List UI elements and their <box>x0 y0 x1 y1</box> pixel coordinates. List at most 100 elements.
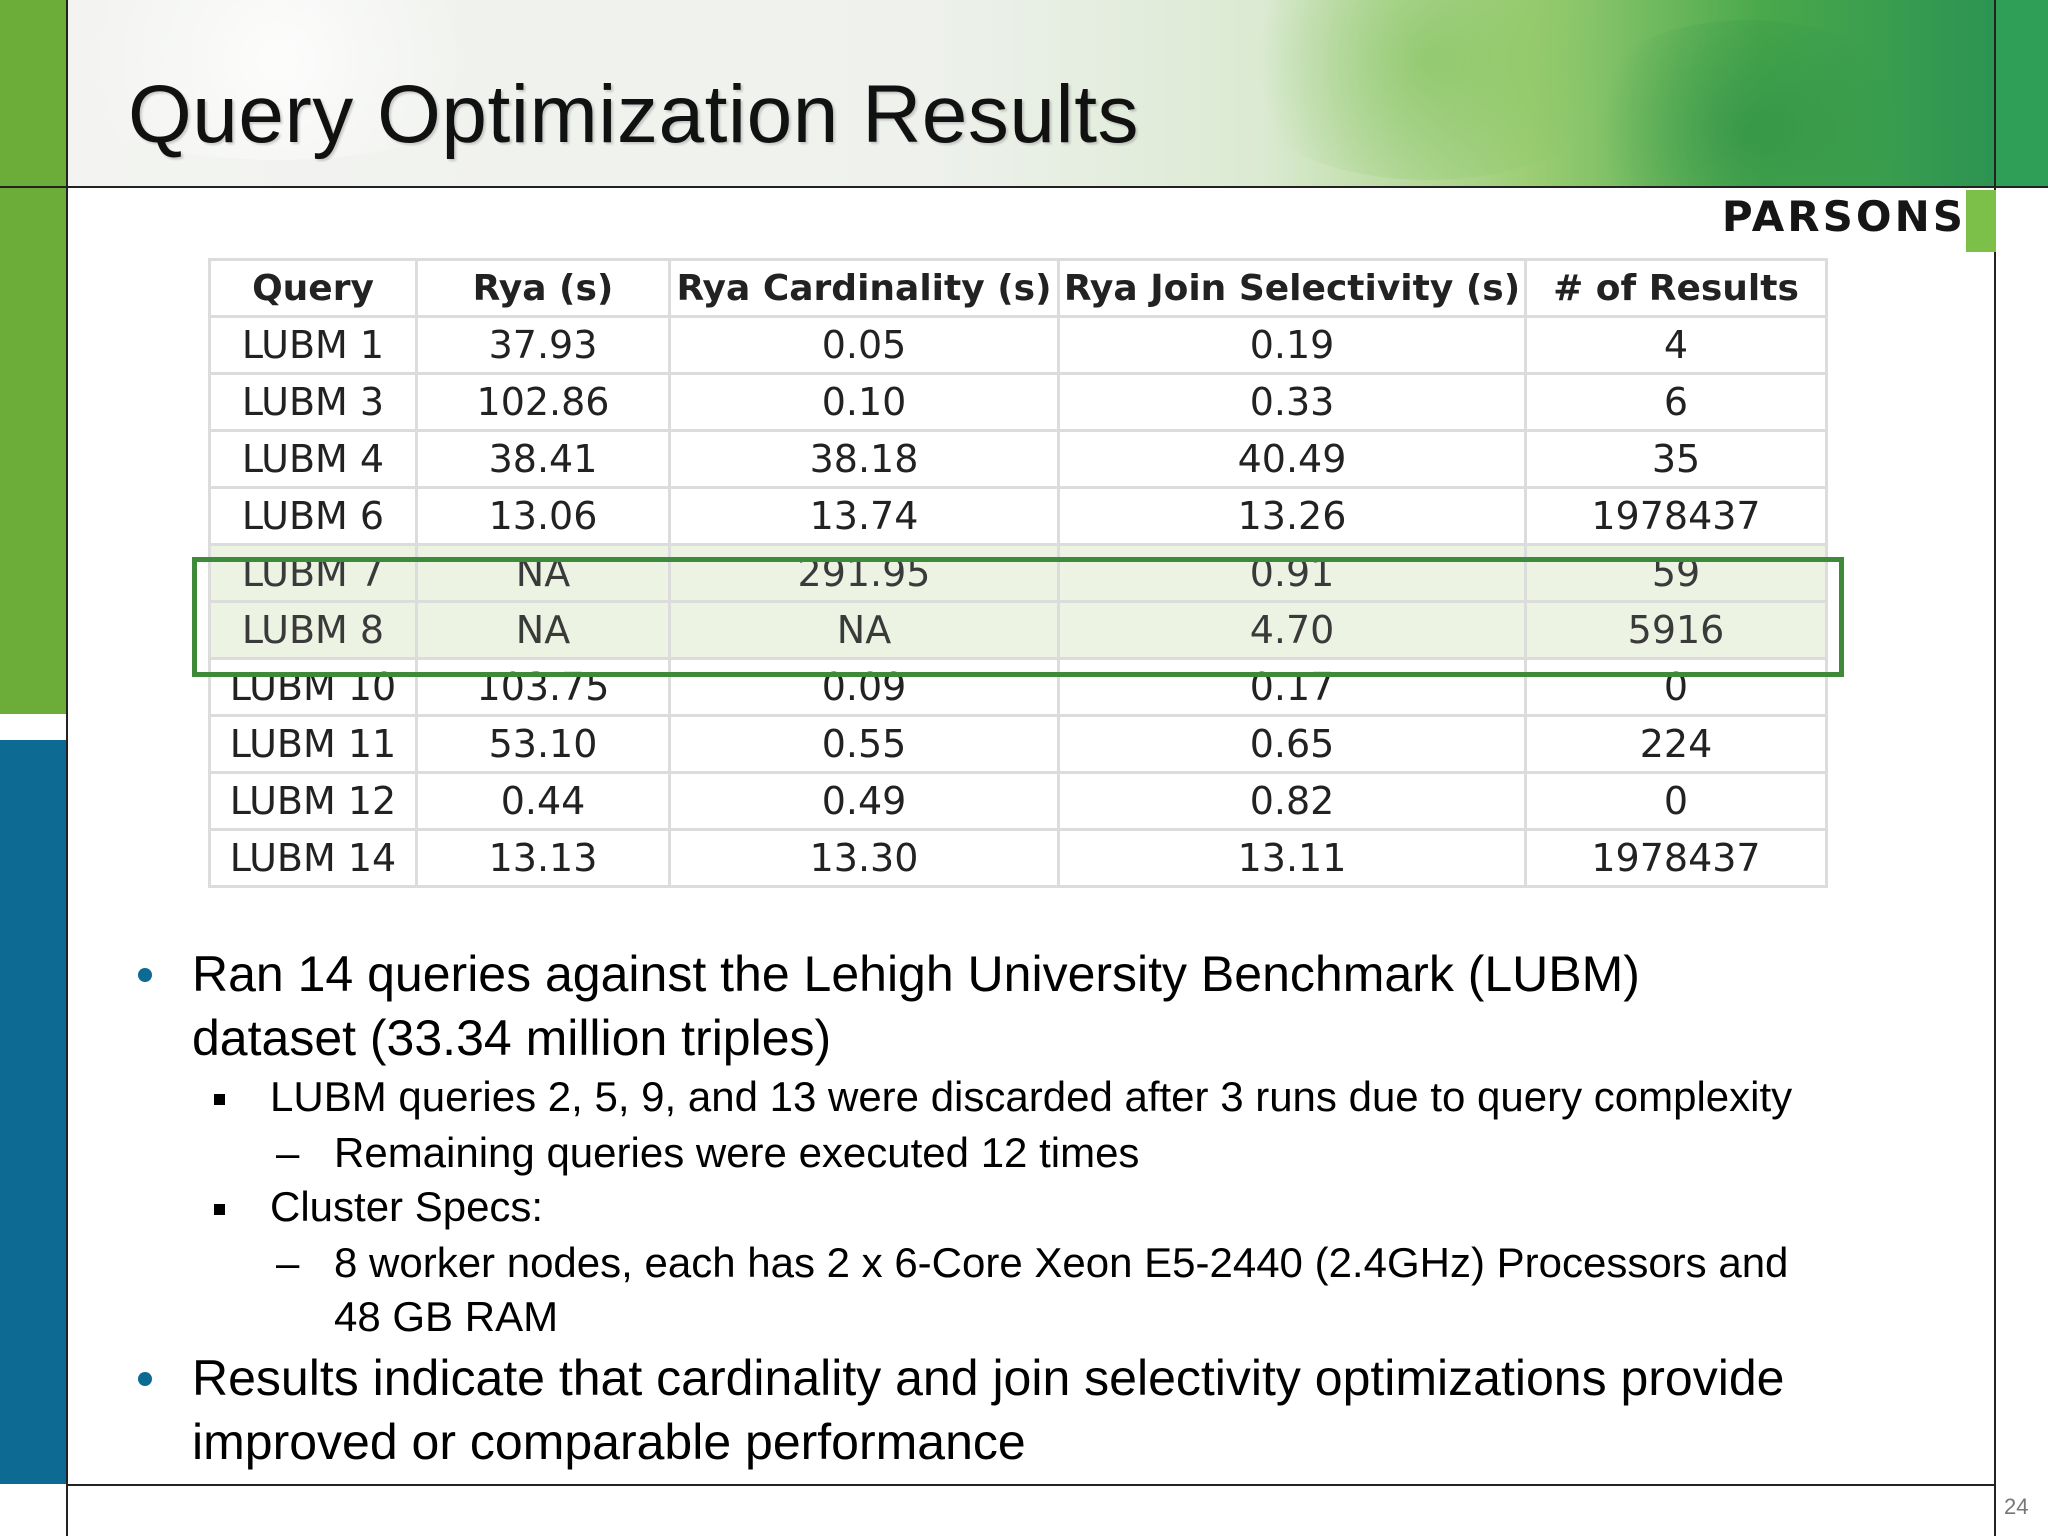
table-cell: 37.93 <box>415 315 671 375</box>
column-header-num-results: # of Results <box>1524 258 1828 318</box>
sub-bullet-item: Cluster Specs: <box>214 1180 544 1234</box>
table-row: LUBM 1 37.93 0.05 0.19 4 <box>208 315 1828 375</box>
footer-divider <box>66 1484 1996 1486</box>
table-cell: 53.10 <box>415 714 671 774</box>
table-cell: 0 <box>1524 657 1828 717</box>
table-cell: LUBM 8 <box>208 600 418 660</box>
table-cell: 103.75 <box>415 657 671 717</box>
table-cell: 13.11 <box>1057 828 1527 888</box>
table-cell: 40.49 <box>1057 429 1527 489</box>
table-cell: 4 <box>1524 315 1828 375</box>
column-header-rya: Rya (s) <box>415 258 671 318</box>
table-cell: NA <box>415 543 671 603</box>
table-cell: LUBM 11 <box>208 714 418 774</box>
sub-sub-bullet-text: Remaining queries were executed 12 times <box>334 1129 1140 1176</box>
table-cell: 13.26 <box>1057 486 1527 546</box>
left-green-bar <box>0 0 66 714</box>
left-blue-bar <box>0 740 66 1484</box>
square-bullet-icon <box>214 1204 225 1215</box>
square-bullet-icon <box>214 1094 225 1105</box>
page-title: Query Optimization Results <box>128 69 1140 160</box>
table-cell: 0.82 <box>1057 771 1527 831</box>
header-banner <box>68 0 1994 186</box>
table-cell: 0.10 <box>668 372 1060 432</box>
table-row: LUBM 12 0.44 0.49 0.82 0 <box>208 771 1828 831</box>
table-cell: LUBM 7 <box>208 543 418 603</box>
bullet-text: Ran 14 queries against the Lehigh Univer… <box>192 946 1640 1002</box>
column-header-rya-cardinality: Rya Cardinality (s) <box>668 258 1060 318</box>
table-row: LUBM 11 53.10 0.55 0.65 224 <box>208 714 1828 774</box>
sub-sub-bullet-item: – Remaining queries were executed 12 tim… <box>276 1126 1140 1180</box>
table-cell: 0.44 <box>415 771 671 831</box>
left-bar-gap <box>0 714 66 740</box>
table-row-highlighted: LUBM 8 NA NA 4.70 5916 <box>208 600 1828 660</box>
header-divider <box>0 186 2048 188</box>
page-number: 24 <box>2004 1494 2029 1519</box>
sub-sub-bullet-text: 48 GB RAM <box>334 1293 559 1340</box>
dash-bullet-icon: – <box>276 1129 300 1176</box>
bullet-item: Results indicate that cardinality and jo… <box>138 1346 1785 1474</box>
table-cell: 35 <box>1524 429 1828 489</box>
table-cell: 0.17 <box>1057 657 1527 717</box>
table-cell: 0.49 <box>668 771 1060 831</box>
table-cell: LUBM 14 <box>208 828 418 888</box>
table-cell: 38.18 <box>668 429 1060 489</box>
table-header-row: Query Rya (s) Rya Cardinality (s) Rya Jo… <box>208 258 1828 318</box>
table-cell: LUBM 10 <box>208 657 418 717</box>
table-cell: 0.91 <box>1057 543 1527 603</box>
table-cell: 5916 <box>1524 600 1828 660</box>
table-cell: 1978437 <box>1524 486 1828 546</box>
table-cell: 13.30 <box>668 828 1060 888</box>
sub-sub-bullet-text: 8 worker nodes, each has 2 x 6-Core Xeon… <box>334 1239 1789 1286</box>
table-cell: 13.74 <box>668 486 1060 546</box>
table-cell: 6 <box>1524 372 1828 432</box>
table-cell: 13.13 <box>415 828 671 888</box>
table-cell: 0.33 <box>1057 372 1527 432</box>
table-cell: 13.06 <box>415 486 671 546</box>
column-header-query: Query <box>208 258 418 318</box>
dash-bullet-icon: – <box>276 1239 300 1286</box>
sub-bullet-item: LUBM queries 2, 5, 9, and 13 were discar… <box>214 1070 1793 1124</box>
table-cell: 0 <box>1524 771 1828 831</box>
table-cell: LUBM 12 <box>208 771 418 831</box>
results-table: Query Rya (s) Rya Cardinality (s) Rya Jo… <box>208 258 1828 888</box>
table-cell: LUBM 6 <box>208 486 418 546</box>
results-table-container: Query Rya (s) Rya Cardinality (s) Rya Jo… <box>208 258 1828 888</box>
table-cell: 102.86 <box>415 372 671 432</box>
table-cell: NA <box>415 600 671 660</box>
table-cell: 38.41 <box>415 429 671 489</box>
bullet-text: improved or comparable performance <box>192 1414 1026 1470</box>
left-divider <box>66 0 68 1536</box>
table-cell: 4.70 <box>1057 600 1527 660</box>
table-cell: 291.95 <box>668 543 1060 603</box>
bullet-dot-icon <box>138 968 152 982</box>
table-row-highlighted: LUBM 7 NA 291.95 0.91 59 <box>208 543 1828 603</box>
table-cell: LUBM 3 <box>208 372 418 432</box>
sub-bullet-text: LUBM queries 2, 5, 9, and 13 were discar… <box>270 1073 1793 1120</box>
sub-bullet-text: Cluster Specs: <box>270 1183 544 1230</box>
table-cell: 0.09 <box>668 657 1060 717</box>
right-divider <box>1994 0 1996 1536</box>
table-cell: 224 <box>1524 714 1828 774</box>
table-row: LUBM 14 13.13 13.30 13.11 1978437 <box>208 828 1828 888</box>
bullet-item: Ran 14 queries against the Lehigh Univer… <box>138 942 1640 1070</box>
column-header-rya-join-selectivity: Rya Join Selectivity (s) <box>1057 258 1527 318</box>
table-row: LUBM 10 103.75 0.09 0.17 0 <box>208 657 1828 717</box>
header-decoration <box>1568 20 1928 186</box>
table-cell: LUBM 1 <box>208 315 418 375</box>
bullet-text: Results indicate that cardinality and jo… <box>192 1350 1785 1406</box>
right-green-tab <box>1966 190 1996 252</box>
table-cell: NA <box>668 600 1060 660</box>
table-cell: 59 <box>1524 543 1828 603</box>
table-row: LUBM 4 38.41 38.18 40.49 35 <box>208 429 1828 489</box>
bullet-text: dataset (33.34 million triples) <box>192 1010 832 1066</box>
table-cell: 1978437 <box>1524 828 1828 888</box>
table-cell: 0.19 <box>1057 315 1527 375</box>
table-row: LUBM 3 102.86 0.10 0.33 6 <box>208 372 1828 432</box>
table-row: LUBM 6 13.06 13.74 13.26 1978437 <box>208 486 1828 546</box>
table-cell: 0.05 <box>668 315 1060 375</box>
table-cell: 0.65 <box>1057 714 1527 774</box>
sub-sub-bullet-item: – 8 worker nodes, each has 2 x 6-Core Xe… <box>276 1236 1789 1344</box>
parsons-logo: PARSONS <box>1721 192 1966 241</box>
table-cell: LUBM 4 <box>208 429 418 489</box>
